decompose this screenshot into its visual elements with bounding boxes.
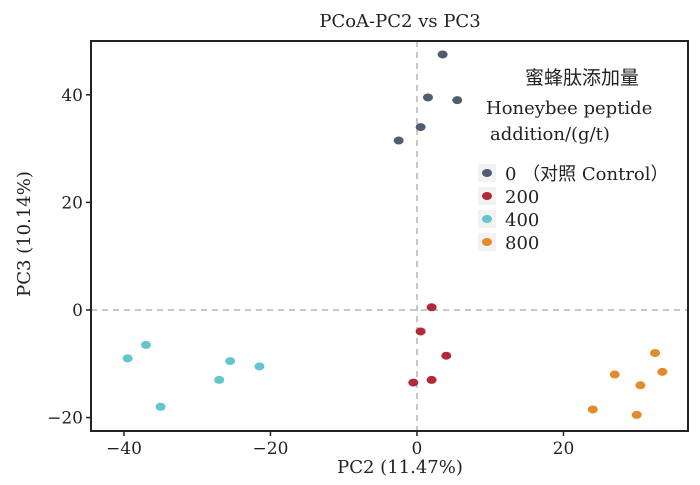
legend-title-english-line1: Honeybee peptide [486,98,652,119]
legend-key-1 [482,192,492,200]
data-point [587,405,598,414]
series-2-points [122,340,265,411]
x-axis-label: PC2 (11.47%) [337,457,463,478]
data-point [140,340,151,349]
data-point [452,96,463,105]
y-tick-label: −20 [47,409,83,429]
x-tick-label: 0 [412,439,423,459]
data-point [426,303,437,312]
data-point [635,381,646,390]
legend-label-0: 0 （对照 Control） [505,164,669,185]
data-point [155,402,166,411]
data-point [437,50,448,59]
legend-key-2 [482,215,492,223]
data-point [225,357,236,366]
legend-key-3 [482,238,492,246]
legend-title-english-line2: addition/(g/t) [490,124,610,145]
plot-frame [90,40,689,432]
series-0-points [393,50,463,145]
legend-key-0 [482,169,492,177]
data-point [415,327,426,336]
data-point [426,375,437,384]
legend-label-1: 200 [505,187,539,208]
data-point [631,410,642,419]
data-point [657,367,668,376]
data-point [609,370,620,379]
x-tick-label: 20 [553,439,575,459]
y-tick-label: 0 [72,301,83,321]
y-axis-label: PC3 (10.14%) [14,171,35,297]
legend-title-chinese: 蜜蜂肽添加量 [525,67,639,89]
legend-label-2: 400 [505,210,539,231]
legend-label-3: 800 [505,233,539,254]
data-point [650,349,661,357]
data-point [441,351,452,360]
series-3-points [587,349,668,419]
chart-title: PCoA-PC2 vs PC3 [319,11,480,32]
series-1-points [408,303,452,387]
legend: 蜜蜂肽添加量 Honeybee peptide addition/(g/t) 0… [478,67,669,254]
y-tick-label: 40 [61,86,83,106]
data-point [408,378,419,387]
data-point [415,123,426,132]
data-points [122,50,668,419]
data-point [393,136,404,145]
x-tick-label: −40 [106,439,142,459]
data-point [214,375,225,384]
data-point [122,354,133,363]
y-tick-label: 20 [61,193,83,213]
reference-lines [91,41,688,431]
data-point [254,362,265,371]
x-tick-label: −20 [253,439,289,459]
axis-ticks: −40 −20 0 20 −20 0 20 40 [47,86,574,459]
data-point [422,93,433,102]
